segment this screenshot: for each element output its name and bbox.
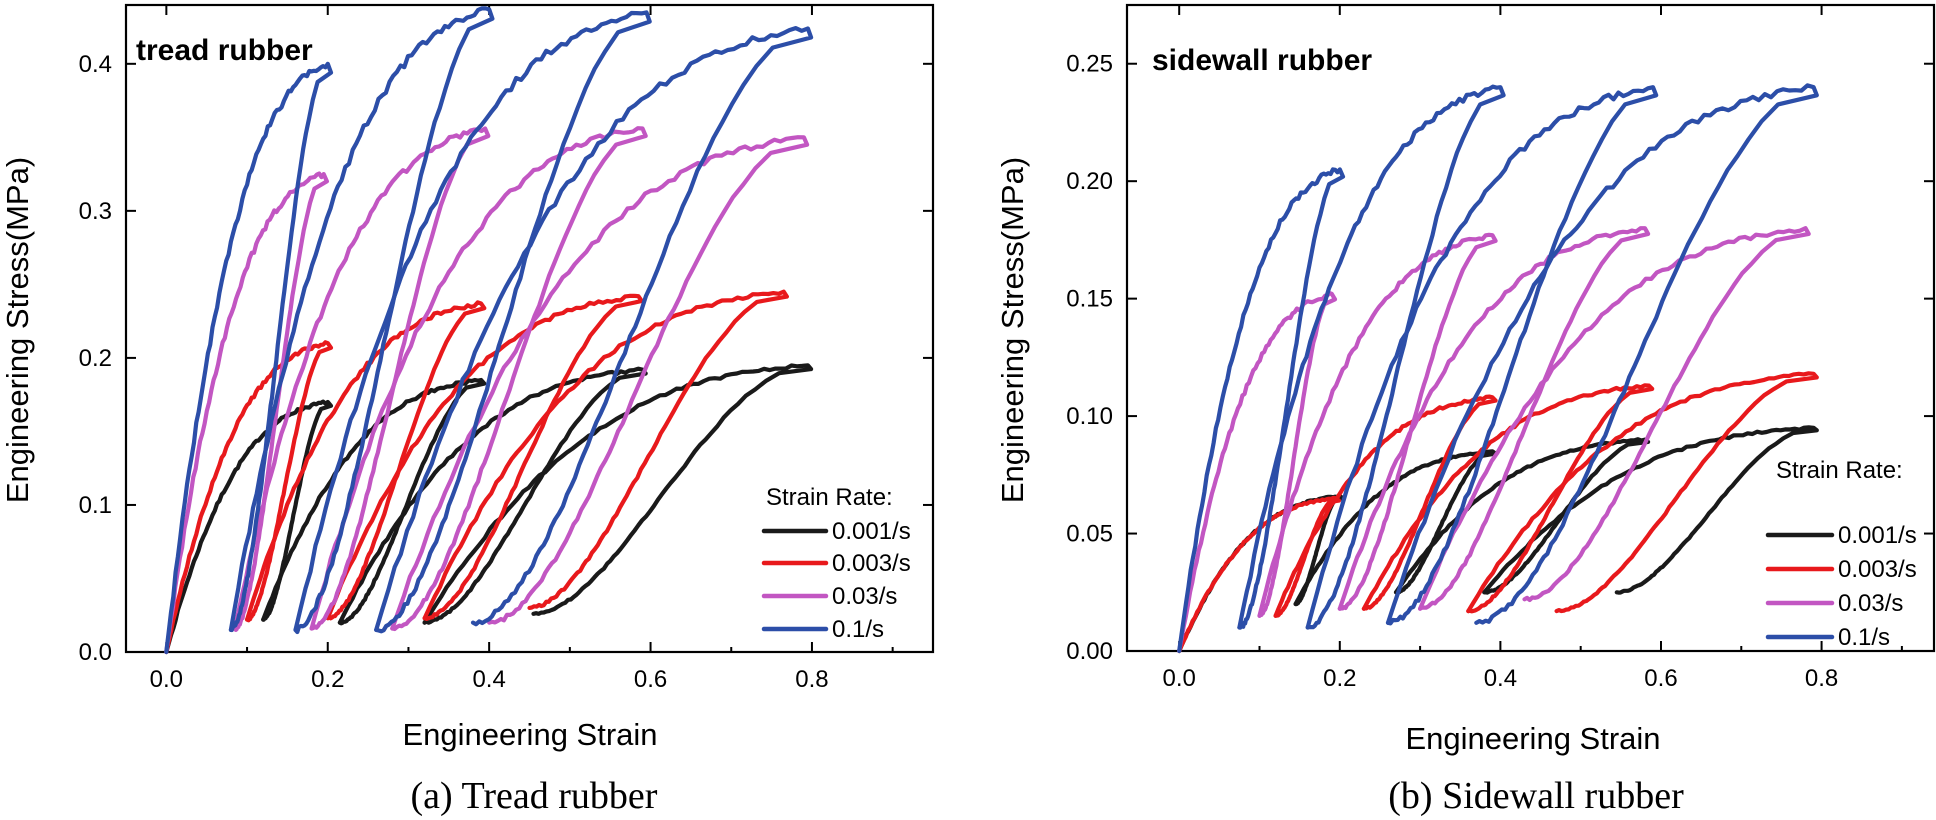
y-tick-label: 0.00	[1066, 638, 1113, 665]
legend-label-0: 0.001/s	[1838, 522, 1917, 549]
y-tick-label: 0.10	[1066, 403, 1113, 430]
series-0-001-s-loop-3	[337, 366, 648, 625]
series-0-003-s-loop-3	[1361, 383, 1655, 614]
panel-caption: (b) Sidewall rubber	[1388, 775, 1684, 817]
series-0-1-s-loop-3	[1305, 85, 1659, 630]
series-0-03-s-loop-2	[232, 126, 491, 631]
series-group	[164, 6, 814, 655]
legend-label-1: 0.003/s	[832, 550, 911, 577]
y-tick-label: 0.3	[79, 198, 112, 225]
series-0-1-s-loop-1	[1177, 167, 1346, 654]
series-0-003-s-loop-1	[164, 340, 334, 655]
y-tick-label: 0.05	[1066, 521, 1113, 548]
x-tick-label: 0.0	[150, 666, 183, 693]
series-0-1-s-loop-4	[1385, 83, 1819, 625]
y-tick-label: 0.25	[1066, 51, 1113, 78]
series-0-001-s-loop-3	[1393, 437, 1651, 595]
series-0-003-s-loop-4	[422, 289, 789, 621]
legend-label-1: 0.003/s	[1838, 556, 1917, 583]
series-0-003-s-loop-1	[1177, 495, 1342, 654]
legend: Strain Rate: 0.001/s 0.003/s 0.03/s 0.1/…	[761, 484, 911, 643]
legend-label-2: 0.03/s	[1838, 590, 1903, 617]
panel-tread-rubber: 0.0 0.2 0.4 0.6 0.8 0.0 0.1 0.2 0.3 0.4 tread rub…	[0, 3, 935, 817]
series-0-1-s-loop-1	[164, 61, 334, 655]
x-axis-title: Engineering Strain	[1405, 721, 1660, 756]
plot-frame	[1125, 3, 1936, 653]
x-tick-label: 0.6	[1644, 665, 1677, 692]
panel-caption: (a) Tread rubber	[411, 775, 658, 817]
legend-title: Strain Rate:	[766, 484, 893, 511]
series-0-03-s-loop-4	[390, 135, 810, 631]
series-group	[1177, 83, 1819, 654]
series-0-03-s-loop-2	[1257, 232, 1498, 618]
legend: Strain Rate: 0.001/s 0.003/s 0.03/s 0.1/…	[1765, 457, 1917, 651]
x-tick-label: 0.8	[795, 666, 828, 693]
legend-label-2: 0.03/s	[832, 583, 897, 610]
panel-title: sidewall rubber	[1152, 44, 1372, 77]
plot-frame	[124, 3, 935, 654]
series-0-03-s-loop-3	[1337, 226, 1651, 611]
legend-label-3: 0.1/s	[832, 616, 884, 643]
x-tick-label: 0.2	[1323, 665, 1356, 692]
series-0-001-s-loop-4	[1482, 425, 1819, 595]
series-0-001-s-loop-4	[422, 363, 814, 625]
x-tick-label: 0.4	[472, 666, 505, 693]
ticks: 0.0 0.2 0.4 0.6 0.8 0.0 0.1 0.2 0.3 0.4	[79, 5, 933, 693]
legend-title: Strain Rate:	[1776, 457, 1903, 484]
panel-sidewall-rubber: 0.0 0.2 0.4 0.6 0.80.000.050.100.150.200.25 …	[995, 3, 1936, 817]
y-tick-label: 0.2	[79, 345, 112, 372]
y-tick-label: 0.0	[79, 639, 112, 666]
series-0-1-s-loop-4	[374, 26, 814, 632]
series-0-003-s-loop-2	[1273, 394, 1498, 618]
y-axis-title: Engineering Stress(MPa)	[0, 157, 35, 503]
series-0-03-s-loop-1	[1177, 291, 1338, 654]
series-0-003-s-loop-2	[245, 300, 487, 622]
x-tick-label: 0.6	[634, 666, 667, 693]
legend-label-3: 0.1/s	[1838, 624, 1890, 651]
series-0-1-s-loop-2	[228, 6, 495, 635]
y-tick-label: 0.1	[79, 492, 112, 519]
series-0-03-s-loop-1	[164, 171, 329, 655]
x-tick-label: 0.8	[1805, 665, 1838, 692]
legend-label-0: 0.001/s	[832, 518, 911, 545]
series-0-003-s-loop-3	[325, 293, 644, 621]
x-tick-label: 0.2	[311, 666, 344, 693]
series-0-1-s-loop-2	[1237, 84, 1506, 630]
x-tick-label: 0.0	[1163, 665, 1196, 692]
series-0-03-s-loop-4	[1418, 226, 1811, 611]
y-tick-label: 0.15	[1066, 286, 1113, 313]
ticks: 0.0 0.2 0.4 0.6 0.8 0.00 0.05 0.10 0.15 0.20 0.25	[1066, 5, 1934, 692]
series-0-1-s-loop-3	[293, 10, 652, 634]
series-0-03-s-loop-3	[309, 126, 648, 632]
y-axis-title: Engineering Stress(MPa)	[995, 157, 1030, 503]
y-tick-label: 0.4	[79, 51, 112, 78]
y-tick-label: 0.20	[1066, 168, 1113, 195]
x-axis-title: Engineering Strain	[402, 717, 657, 752]
series-0-003-s-loop-4	[1466, 371, 1819, 614]
panel-title: tread rubber	[136, 34, 313, 67]
x-tick-label: 0.4	[1484, 665, 1517, 692]
